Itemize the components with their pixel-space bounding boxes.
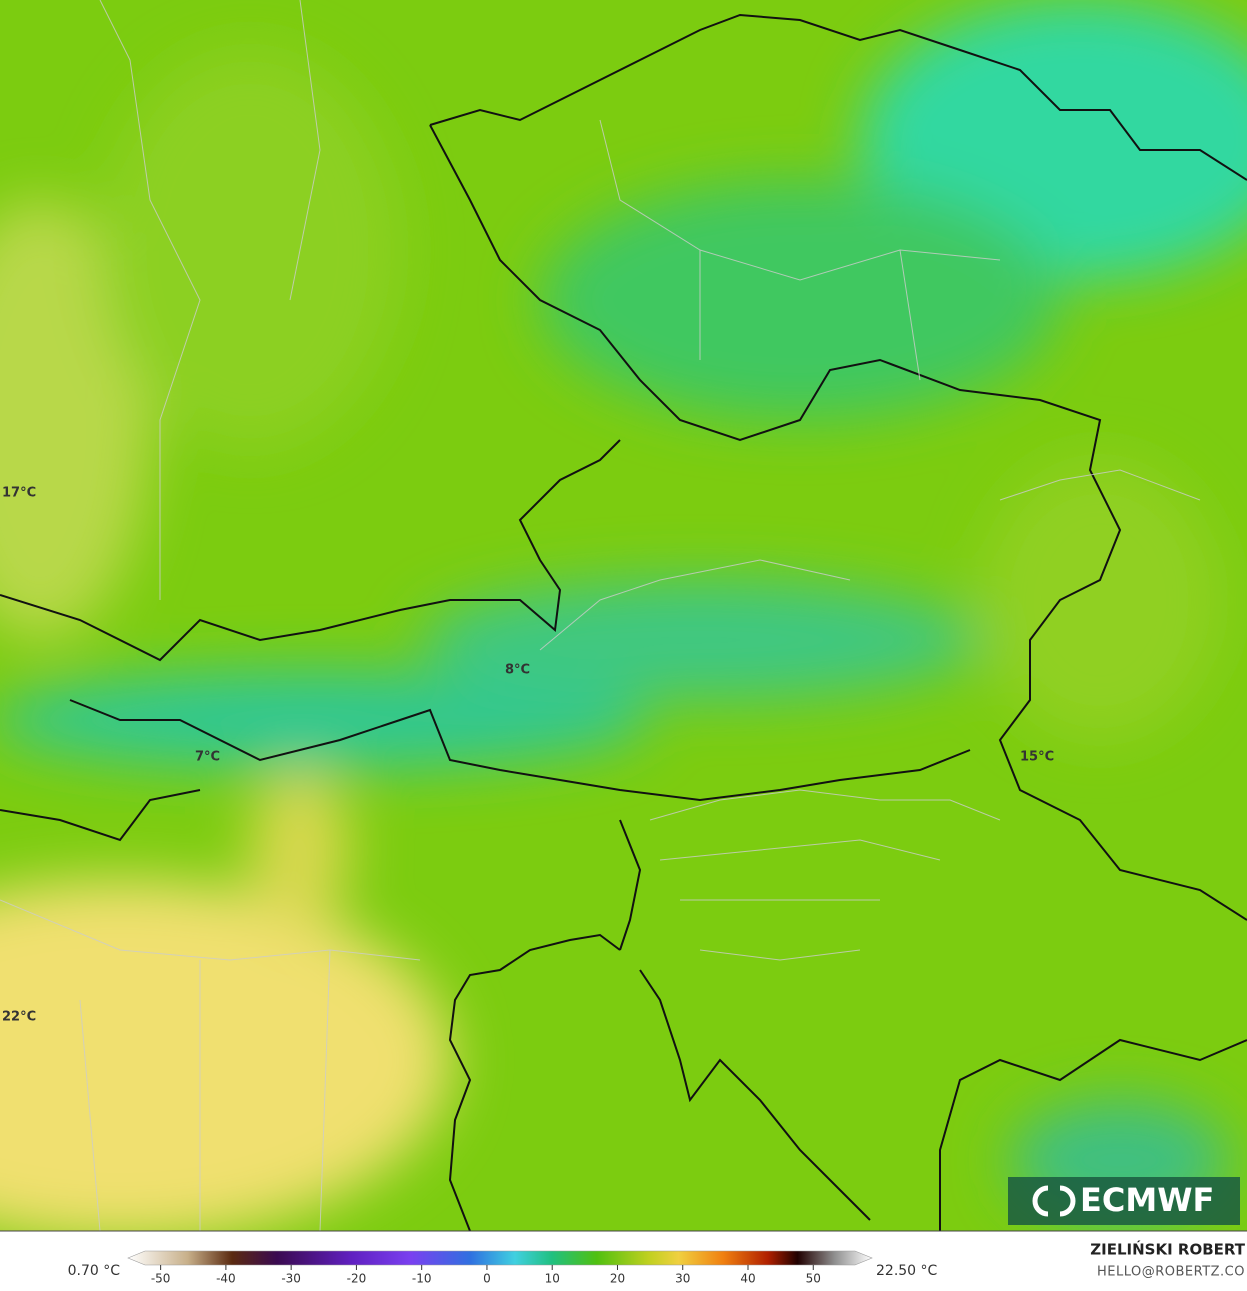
logo-mark xyxy=(1032,1185,1076,1217)
temp-label: 22°C xyxy=(2,1010,36,1025)
colorbar-tick-label: -50 xyxy=(151,1272,171,1286)
colorbar: -50 -40 -30 -20 -10 0 10 20 30 40 50 xyxy=(127,1250,873,1286)
temp-label: 8°C xyxy=(505,663,530,678)
colorbar-tick-label: 10 xyxy=(545,1272,560,1286)
colorbar-min: 0.70 °C xyxy=(68,1263,121,1279)
colorbar-max: 22.50 °C xyxy=(876,1263,938,1279)
map: ECMWF 17°C 8°C 7°C 15°C 22°C xyxy=(0,0,1247,1231)
logo-text: ECMWF xyxy=(1080,1181,1214,1219)
borders xyxy=(0,13,1247,1231)
colorbar-tick-label: -40 xyxy=(216,1272,236,1286)
contact: HELLO@ROBERTZ.CO xyxy=(1097,1265,1245,1280)
colorbar-tick-label: 20 xyxy=(610,1272,625,1286)
author: ZIELIŃSKI ROBERT xyxy=(1090,1240,1245,1259)
colorbar-tick-label: -20 xyxy=(347,1272,367,1286)
colorbar-tick-label: -30 xyxy=(281,1272,301,1286)
colorbar-tick-label: 30 xyxy=(675,1272,690,1286)
logo-box xyxy=(1008,1177,1240,1225)
colorbar-tick-label: 40 xyxy=(740,1272,755,1286)
regions xyxy=(0,0,1201,1231)
temp-label: 7°C xyxy=(195,750,220,765)
colorbar-bar xyxy=(127,1250,873,1266)
colorbar-tick-label: 50 xyxy=(806,1272,821,1286)
colorbar-tick-label: 0 xyxy=(483,1272,491,1286)
temp-label: 17°C xyxy=(2,486,36,501)
temp-label: 15°C xyxy=(1020,750,1054,765)
colorbar-tick-label: -10 xyxy=(412,1272,432,1286)
